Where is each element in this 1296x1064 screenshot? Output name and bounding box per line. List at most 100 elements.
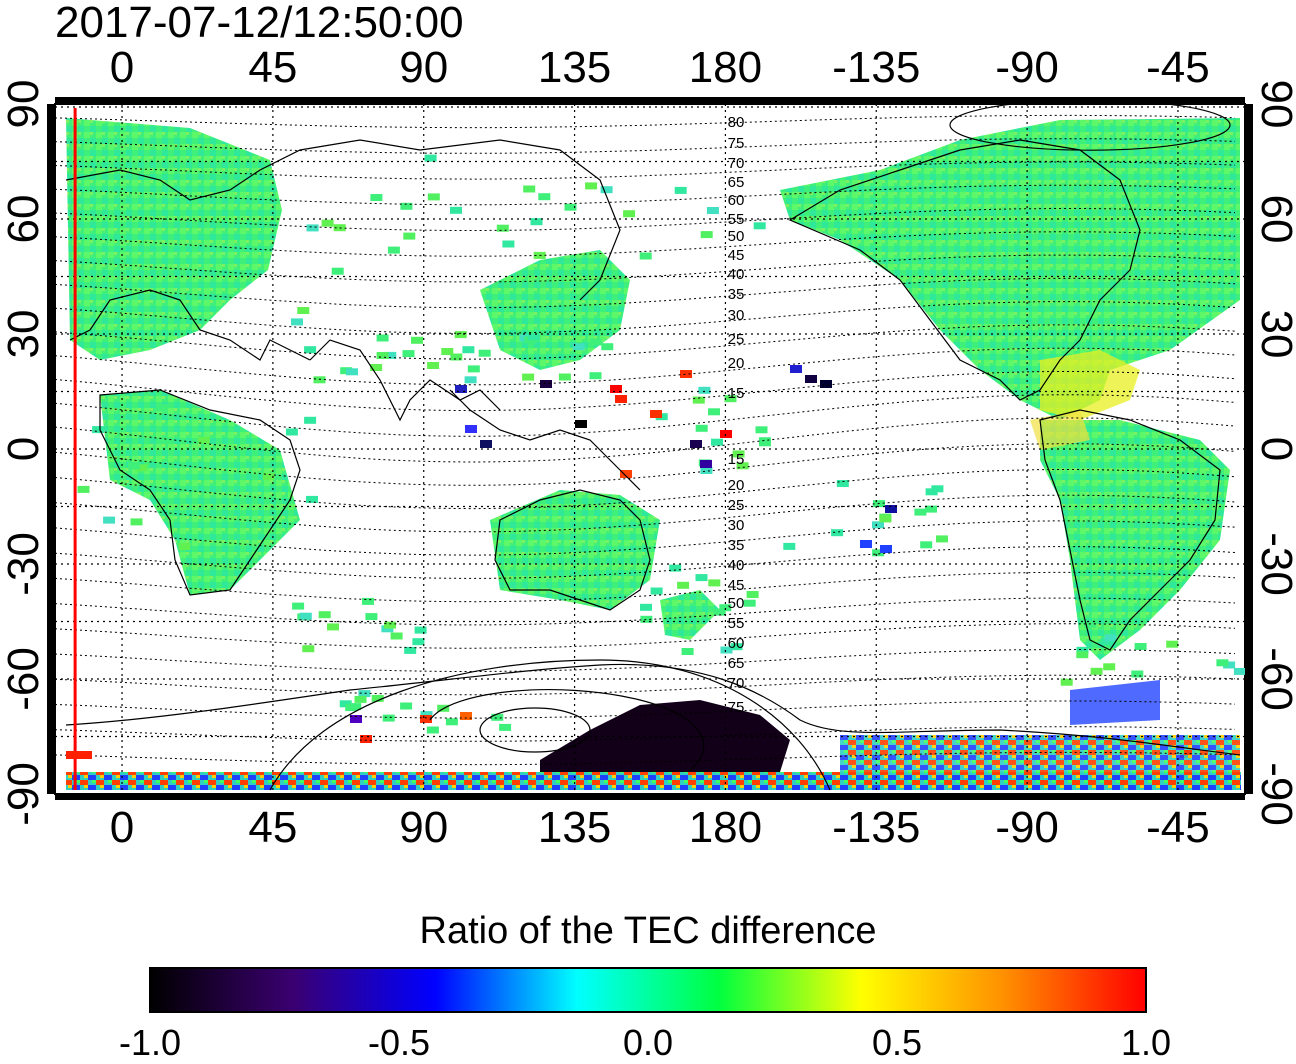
tec-data-cell bbox=[1090, 667, 1103, 675]
tec-data-cell bbox=[299, 612, 312, 620]
contour-label: 80 bbox=[728, 114, 745, 131]
contour-label: 55 bbox=[728, 615, 745, 632]
tec-data-cell bbox=[669, 564, 682, 572]
tec-data-cell bbox=[677, 581, 690, 589]
tec-data-cell bbox=[376, 334, 389, 342]
y-tick-label-left: 90 bbox=[0, 80, 48, 129]
magnetic-contour-line bbox=[55, 301, 1236, 334]
tec-data-cell bbox=[411, 336, 423, 344]
tec-data-cell bbox=[1076, 651, 1089, 659]
magnetic-contour-line bbox=[55, 751, 1236, 766]
positive-anomaly-patch-2 bbox=[1030, 410, 1090, 450]
south-pole-band bbox=[66, 772, 1241, 790]
tec-anomaly-cell bbox=[700, 460, 712, 468]
tec-anomaly-cell bbox=[805, 375, 817, 383]
tec-data-cell bbox=[931, 485, 944, 493]
tec-anomaly-cell bbox=[350, 715, 362, 723]
tec-data-cell bbox=[327, 623, 339, 631]
tec-data-cell bbox=[339, 700, 352, 708]
contour-label: 30 bbox=[728, 517, 745, 534]
tec-data-cell bbox=[681, 648, 694, 655]
tec-data-cell bbox=[650, 587, 663, 595]
contour-label: 15 bbox=[728, 451, 745, 468]
tec-data-cell bbox=[346, 368, 358, 376]
tec-data-cell bbox=[412, 638, 425, 646]
tec-anomaly-cell bbox=[575, 420, 587, 428]
tec-data-cell bbox=[925, 505, 937, 513]
tec-anomaly-cell bbox=[880, 545, 892, 553]
magnetic-contour-line bbox=[55, 138, 1236, 154]
tec-map: 0 45 90 135 180 -135 -90 -45 0 45 90 135 180 -135 -90… bbox=[0, 43, 1296, 852]
tec-data-cell bbox=[872, 521, 884, 529]
y-tick-labels-right: 90 60 30 0 -30 -60 -90 bbox=[1252, 80, 1296, 826]
tec-data-cell bbox=[400, 202, 413, 210]
tec-data-cell bbox=[197, 436, 210, 444]
tec-data-cell bbox=[589, 372, 602, 380]
tec-anomaly-cell bbox=[790, 365, 802, 373]
tec-data-cell bbox=[695, 424, 708, 432]
tec-data-cell bbox=[936, 535, 948, 543]
x-tick-label-bottom: 180 bbox=[689, 803, 762, 852]
colorbar-tick-label: 1.0 bbox=[1120, 1022, 1172, 1063]
tec-data-cell bbox=[178, 543, 191, 551]
x-tick-label-top: -45 bbox=[1146, 43, 1210, 92]
tec-data-cell bbox=[424, 154, 437, 162]
tec-anomaly-cell bbox=[360, 735, 372, 743]
colorbar-title: Ratio of the TEC difference bbox=[419, 910, 877, 952]
x-tick-label-top: -90 bbox=[995, 43, 1059, 92]
tec-data-cell bbox=[640, 615, 653, 623]
x-tick-label-bottom: -45 bbox=[1146, 803, 1210, 852]
x-tick-label-top: -135 bbox=[832, 43, 920, 92]
tec-data-cell bbox=[306, 224, 319, 232]
tec-data-cell bbox=[365, 613, 378, 621]
tec-anomaly-cell bbox=[480, 440, 492, 448]
magnetic-contour-line bbox=[55, 324, 1236, 360]
y-tick-label-right: 0 bbox=[1252, 437, 1296, 461]
tec-data-cell bbox=[743, 599, 756, 607]
tec-data-cell bbox=[713, 608, 726, 616]
tec-anomaly-cell bbox=[465, 425, 477, 433]
tec-data-cell bbox=[836, 480, 849, 487]
tec-data-cell bbox=[450, 353, 463, 361]
positive-anomaly-patch bbox=[1040, 350, 1140, 420]
y-tick-label-left: 30 bbox=[0, 310, 48, 359]
tec-data-cell bbox=[708, 408, 720, 416]
magnetic-contour-line bbox=[55, 700, 1236, 719]
tec-data-cell bbox=[719, 604, 732, 612]
x-tick-label-bottom: 45 bbox=[248, 803, 297, 852]
tec-data-cell bbox=[331, 267, 344, 275]
tec-data-cell bbox=[1101, 638, 1114, 646]
contour-labels: 8075706560555045403530252015152025303540… bbox=[728, 114, 745, 716]
tec-anomaly-cell bbox=[460, 712, 472, 720]
tec-data-cell bbox=[313, 376, 326, 384]
antarctic-east-band bbox=[840, 735, 1240, 775]
tec-data-cell bbox=[402, 350, 415, 358]
tec-data-cell bbox=[558, 373, 571, 381]
tec-anomaly-cell bbox=[610, 385, 622, 393]
contour-label: 35 bbox=[728, 286, 745, 303]
magnetic-contour-line bbox=[55, 520, 1236, 556]
tec-data-cell bbox=[362, 597, 374, 605]
tec-data-cell bbox=[285, 428, 298, 436]
x-tick-label-top: 135 bbox=[538, 43, 611, 92]
tec-data-cell bbox=[872, 549, 885, 557]
contour-label: 40 bbox=[728, 557, 745, 574]
x-tick-label-bottom: 90 bbox=[399, 803, 448, 852]
tec-anomaly-cell bbox=[860, 540, 872, 548]
contour-label: 60 bbox=[728, 635, 745, 652]
y-tick-label-right: -60 bbox=[1252, 647, 1296, 711]
tec-data-cell bbox=[400, 702, 413, 710]
y-tick-label-right: 60 bbox=[1252, 195, 1296, 244]
tec-anomaly-cell bbox=[540, 380, 552, 388]
magnetic-contour-line bbox=[55, 726, 1236, 742]
contour-label: 50 bbox=[728, 595, 745, 612]
tec-data-cell bbox=[390, 632, 403, 640]
magnetic-contour-line bbox=[55, 184, 1236, 206]
tec-data-cell bbox=[454, 331, 467, 339]
magnetic-contour-line bbox=[55, 597, 1236, 626]
x-tick-label-bottom: -90 bbox=[995, 803, 1059, 852]
tec-data-cell bbox=[538, 193, 551, 201]
tec-data-cell bbox=[441, 348, 454, 355]
magnetic-contour-line bbox=[55, 546, 1236, 579]
tec-data-cell bbox=[724, 395, 737, 403]
